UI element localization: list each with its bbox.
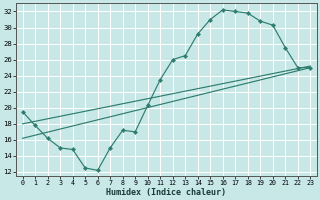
X-axis label: Humidex (Indice chaleur): Humidex (Indice chaleur) [107,188,227,197]
